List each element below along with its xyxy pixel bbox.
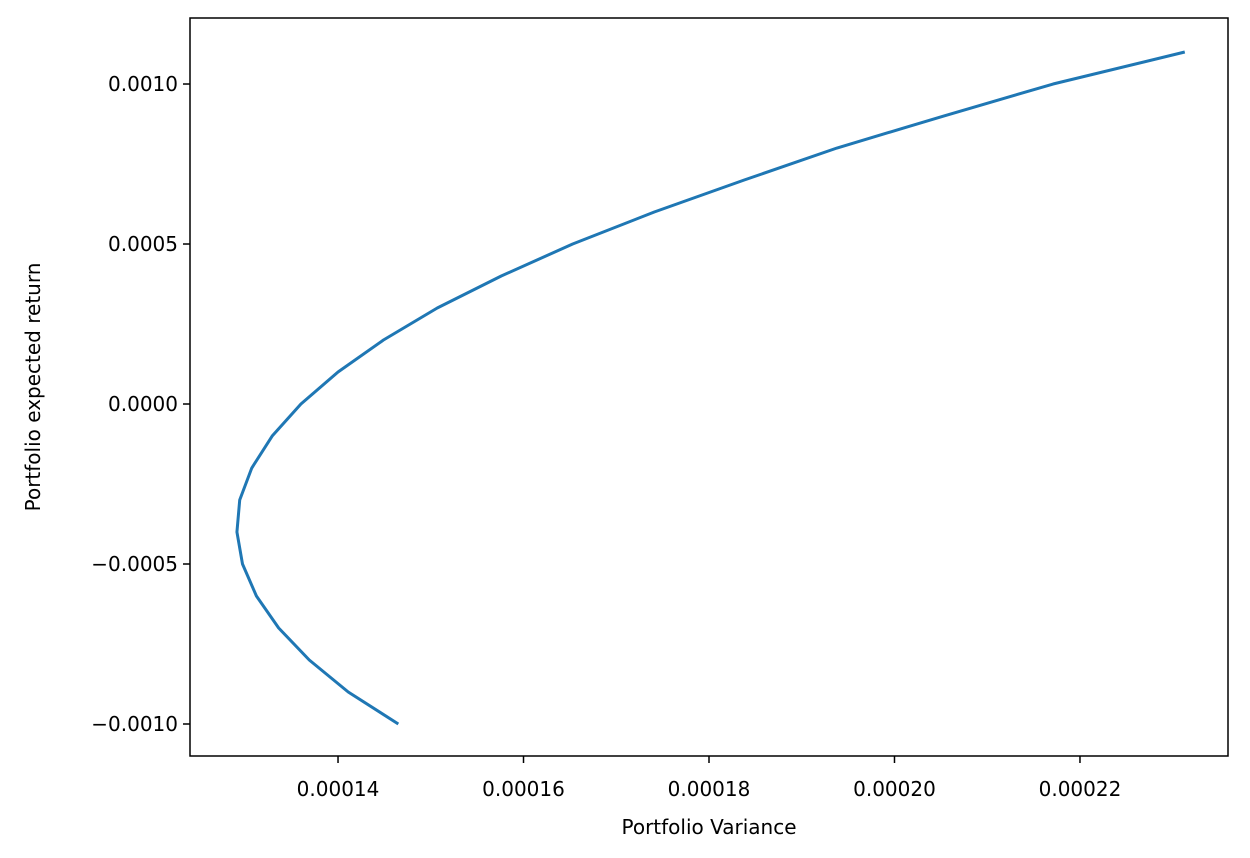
x-axis-label: Portfolio Variance [621,815,796,839]
y-tick-label: 0.0010 [108,72,178,96]
y-tick-label: 0.0005 [108,232,178,256]
x-tick-label: 0.00016 [482,777,565,801]
x-tick-label: 0.00018 [668,777,751,801]
x-tick-label: 0.00014 [297,777,380,801]
plot-frame [189,17,1229,757]
y-tick-label: −0.0005 [91,552,178,576]
y-tick-label: 0.0000 [108,392,178,416]
y-axis-label: Portfolio expected return [21,263,45,512]
y-tick-label: −0.0010 [91,712,178,736]
x-tick-label: 0.00022 [1039,777,1122,801]
line [235,50,1186,726]
x-tick-label: 0.00020 [853,777,936,801]
